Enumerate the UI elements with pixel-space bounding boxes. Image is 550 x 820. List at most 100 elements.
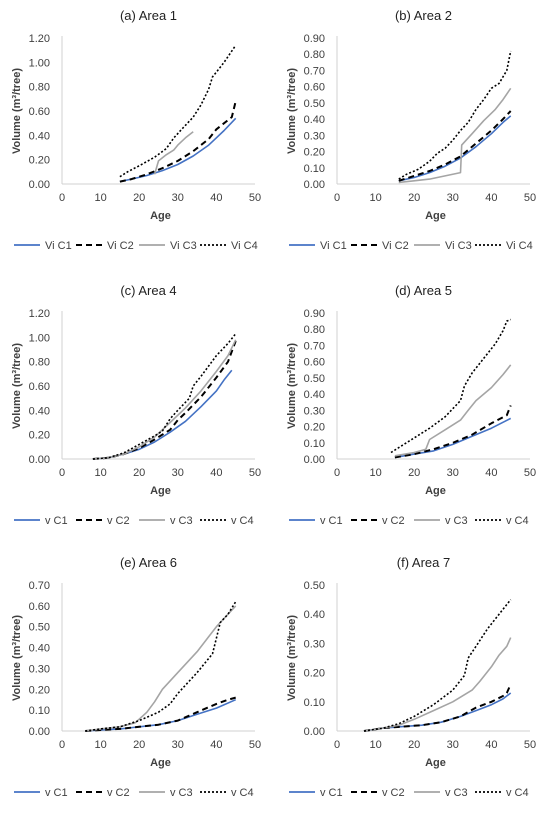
x-tick-label: 40 (485, 739, 497, 751)
series-line-v-c4 (390, 318, 512, 454)
chart-title: (a) Area 1 (120, 8, 177, 23)
series-line-v-c2 (363, 683, 512, 732)
y-tick-label: 0.40 (304, 114, 325, 126)
x-tick-label: 20 (133, 192, 145, 204)
x-tick-label: 0 (334, 467, 340, 479)
legend-label: v C2 (382, 787, 405, 799)
series-line-v-c3 (363, 637, 512, 732)
chart-panel-4: (d) Area 5 0 10 20 30 40 50 0.00 0.10 0.20 0.30 0.4… (286, 283, 536, 527)
y-tick-label: 0.00 (29, 454, 50, 466)
y-tick-label: 0.20 (304, 147, 325, 159)
y-tick-label: 0.20 (304, 422, 325, 434)
x-tick-label: 10 (369, 739, 381, 751)
y-tick-label: 0.10 (304, 163, 325, 175)
chart-panel-1: (a) Area 1 0 10 20 30 40 50 0.00 0.20 0.40 0.60 0.8… (11, 8, 261, 252)
chart-title: (e) Area 6 (120, 555, 177, 570)
y-tick-label: 0.60 (304, 82, 325, 94)
series-line-v-c2 (92, 340, 237, 460)
series-line-vi-c3 (398, 87, 512, 184)
y-tick-label: 1.20 (29, 33, 50, 45)
y-tick-label: 0.00 (29, 179, 50, 191)
y-tick-label: 0.40 (29, 405, 50, 417)
y-tick-label: 0.40 (304, 389, 325, 401)
legend-label: v C3 (445, 787, 468, 799)
series-line-vi-c2 (119, 101, 237, 183)
x-tick-label: 40 (485, 192, 497, 204)
x-tick-label: 0 (59, 192, 65, 204)
y-tick-label: 0.30 (304, 405, 325, 417)
y-tick-label: 0.10 (304, 697, 325, 709)
legend-label: v C4 (231, 787, 254, 799)
series-line-vi-c4 (398, 50, 512, 180)
x-tick-label: 30 (172, 192, 184, 204)
series-line-vi-c2 (398, 110, 512, 182)
series-line-vi-c4 (119, 44, 237, 178)
y-tick-label: 0.50 (304, 98, 325, 110)
y-tick-label: 0.70 (304, 340, 325, 352)
y-tick-label: 0.90 (304, 308, 325, 320)
y-tick-label: 0.10 (304, 438, 325, 450)
legend-label: Vi C1 (320, 240, 347, 252)
legend-label: v C3 (445, 515, 468, 527)
y-tick-label: 0.20 (29, 684, 50, 696)
series-line-v-c2 (85, 696, 236, 732)
series-line-v-c4 (85, 601, 237, 732)
x-tick-label: 0 (59, 739, 65, 751)
x-tick-label: 20 (408, 192, 420, 204)
y-tick-label: 0.30 (29, 663, 50, 675)
series-line-v-c1 (363, 692, 512, 732)
series-line-v-c3 (85, 605, 237, 732)
series-line-v-c4 (363, 599, 512, 732)
legend-label: Vi C4 (231, 240, 258, 252)
y-tick-label: 0.70 (304, 65, 325, 77)
series-line-vi-c3 (153, 131, 194, 175)
y-tick-label: 0.00 (304, 726, 325, 738)
y-tick-label: 0.60 (304, 357, 325, 369)
x-tick-label: 30 (172, 739, 184, 751)
x-tick-label: 0 (334, 192, 340, 204)
y-axis-label: Volume (m³/tree) (286, 68, 298, 154)
legend-label: v C1 (45, 515, 68, 527)
y-tick-label: 0.30 (304, 638, 325, 650)
x-tick-label: 50 (524, 192, 536, 204)
y-tick-label: 0.80 (304, 49, 325, 61)
x-tick-label: 40 (210, 192, 222, 204)
chart-panel-6: (f) Area 7 0 10 20 30 40 50 0.00 0.10 0.20 0.30 0.4… (286, 555, 536, 799)
x-tick-label: 50 (249, 192, 261, 204)
legend-label: v C1 (45, 787, 68, 799)
x-axis-label: Age (425, 210, 446, 222)
y-tick-label: 0.00 (304, 454, 325, 466)
x-tick-label: 10 (94, 192, 106, 204)
legend-label: v C2 (382, 515, 405, 527)
chart-panel-2: (b) Area 2 0 10 20 30 40 50 0.00 0.10 0.20 0.30 0.4… (286, 8, 536, 252)
legend-label: v C1 (320, 515, 343, 527)
x-tick-label: 50 (524, 467, 536, 479)
x-tick-label: 30 (172, 467, 184, 479)
x-axis-label: Age (150, 485, 171, 497)
series-line-v-c1 (394, 417, 512, 459)
legend-label: Vi C3 (170, 240, 197, 252)
y-axis-label: Volume (m³/tree) (286, 343, 298, 429)
y-tick-label: 1.20 (29, 308, 50, 320)
legend-label: v C4 (506, 515, 529, 527)
chart-panel-5: (e) Area 6 0 10 20 30 40 50 0.00 0.10 0.20 0.30 0.4… (11, 555, 261, 799)
x-tick-label: 10 (94, 467, 106, 479)
y-tick-label: 0.40 (29, 643, 50, 655)
x-axis-label: Age (150, 210, 171, 222)
x-tick-label: 50 (249, 467, 261, 479)
y-axis-label: Volume (m³/tree) (286, 615, 298, 701)
legend-label: Vi C3 (445, 240, 472, 252)
x-axis-label: Age (150, 757, 171, 769)
legend-label: v C2 (107, 787, 130, 799)
x-tick-label: 40 (210, 739, 222, 751)
y-tick-label: 1.00 (29, 57, 50, 69)
x-tick-label: 30 (447, 192, 459, 204)
legend-label: v C3 (170, 515, 193, 527)
y-axis-label: Volume (m³/tree) (11, 615, 23, 701)
y-tick-label: 0.00 (304, 179, 325, 191)
x-tick-label: 30 (447, 739, 459, 751)
chart-title: (b) Area 2 (395, 8, 452, 23)
x-tick-label: 50 (524, 739, 536, 751)
x-tick-label: 0 (334, 739, 340, 751)
